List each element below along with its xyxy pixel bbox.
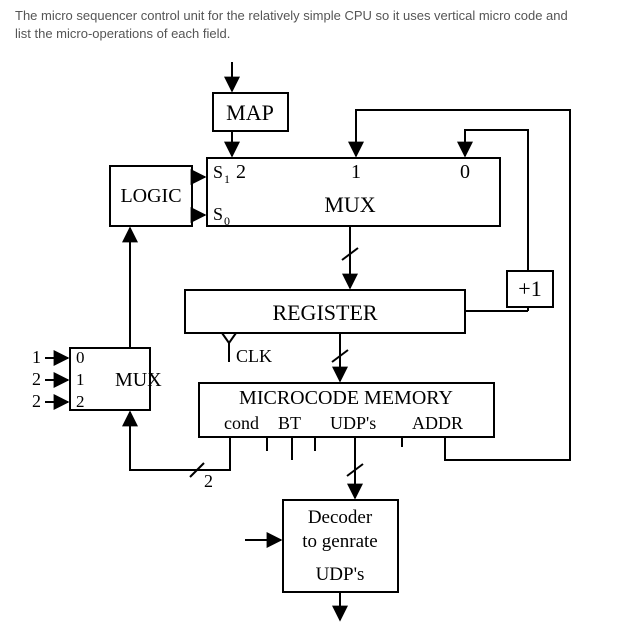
map-label: MAP bbox=[226, 100, 274, 125]
mux-s1-sub: 1 bbox=[224, 172, 230, 186]
mem-cond: cond bbox=[224, 413, 259, 433]
smallmux-label: MUX bbox=[115, 369, 162, 391]
mem-udp: UDP's bbox=[330, 413, 376, 433]
mux-s1: S bbox=[213, 162, 223, 182]
smallmux-p2: 2 bbox=[76, 392, 85, 411]
logic-label: LOGIC bbox=[120, 185, 181, 207]
mux-s0-sub: 0 bbox=[224, 214, 230, 228]
plusone-label: +1 bbox=[518, 276, 541, 301]
slash-cond-label: 2 bbox=[204, 471, 213, 491]
ext-1-label: 2 bbox=[32, 369, 41, 389]
mem-bt: BT bbox=[278, 413, 301, 433]
mem-addr: ADDR bbox=[412, 413, 463, 433]
mux-in2: 2 bbox=[236, 161, 246, 183]
decoder-l1: Decoder bbox=[308, 507, 373, 528]
clk-label: CLK bbox=[236, 346, 272, 366]
mem-label: MICROCODE MEMORY bbox=[239, 387, 453, 409]
description-line2: list the micro-operations of each field. bbox=[15, 26, 230, 41]
arrow-logic-s0 bbox=[192, 212, 205, 215]
mux-label: MUX bbox=[324, 192, 375, 217]
decoder-l3: UDP's bbox=[316, 564, 365, 585]
mux-in0: 0 bbox=[460, 161, 470, 183]
ext-2-label: 2 bbox=[32, 391, 41, 411]
smallmux-p0: 0 bbox=[76, 348, 85, 367]
register-label: REGISTER bbox=[272, 300, 377, 325]
smallmux-p1: 1 bbox=[76, 370, 85, 389]
clock-wedge bbox=[222, 333, 236, 343]
description-line1: The micro sequencer control unit for the… bbox=[15, 8, 568, 23]
decoder-l2: to genrate bbox=[302, 531, 377, 552]
mux-in1: 1 bbox=[351, 161, 361, 183]
ext-0-label: 1 bbox=[32, 347, 41, 367]
mux-s0: S bbox=[213, 204, 223, 224]
